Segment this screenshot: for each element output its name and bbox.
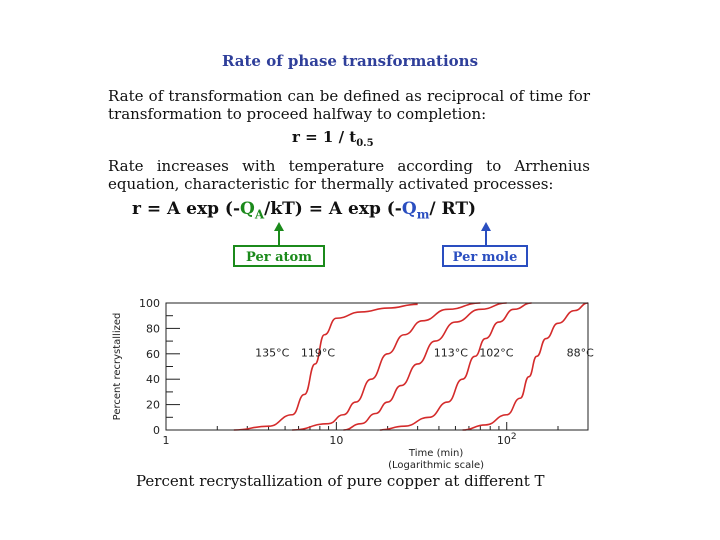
x-axis-label: Time (min) <box>408 448 463 459</box>
per-atom-box: Per atom <box>233 245 325 267</box>
curve-0 <box>233 303 418 431</box>
y-tick-label: 60 <box>146 348 160 361</box>
axis-ticks: 0 20 40 60 80 100 1 10 102 <box>139 297 589 447</box>
curves <box>233 302 589 431</box>
arrhenius-part1: r = A exp (- <box>132 199 241 219</box>
y-axis-label: Percent recrystallized <box>112 313 123 421</box>
curve-2 <box>343 302 507 431</box>
arrhenius-part2: /kT) = A exp (- <box>264 199 402 219</box>
y-tick-label: 100 <box>139 297 160 310</box>
curve-4 <box>462 302 589 431</box>
arrhenius-part3: / RT) <box>429 199 477 219</box>
curve-label-4: 88°C <box>567 346 594 359</box>
curve-1 <box>292 302 481 431</box>
arrhenius-formula: r = A exp (-QA/kT) = A exp (-Qm/ RT) <box>132 199 476 221</box>
curve-label-3: 102°C <box>479 346 513 359</box>
curve-label-1: 119°C <box>301 346 335 359</box>
qm-subscript: m <box>416 207 430 222</box>
mole-arrow-head <box>481 222 491 231</box>
x-tick-label: 102 <box>497 432 517 447</box>
arrhenius-paragraph: Rate increases with temperature accordin… <box>108 157 590 193</box>
qm-symbol: Q <box>401 199 417 219</box>
y-tick-label: 80 <box>146 322 160 335</box>
curve-label-0: 135°C <box>255 346 289 359</box>
rate-formula-main: r = 1 / t <box>292 128 357 146</box>
curve-label-2: 113°C <box>434 346 468 359</box>
rate-formula-subscript: 0.5 <box>356 138 374 149</box>
curve-3 <box>379 302 532 431</box>
definition-paragraph: Rate of transformation can be defined as… <box>108 87 590 123</box>
qa-subscript: A <box>254 207 265 222</box>
rate-formula: r = 1 / t0.5 <box>292 128 374 149</box>
x-axis-note: (Logarithmic scale) <box>388 460 484 471</box>
chart-caption: Percent recrystallization of pure copper… <box>136 472 545 490</box>
atom-arrow-head <box>274 222 284 231</box>
plot-frame <box>165 302 589 431</box>
y-tick-label: 0 <box>153 424 160 437</box>
x-tick-label: 10 <box>329 434 343 447</box>
x-tick-label: 1 <box>163 434 170 447</box>
curve-labels: 135°C 119°C 113°C 102°C 88°C <box>255 346 594 359</box>
slide-title: Rate of phase transformations <box>221 52 479 70</box>
y-tick-label: 40 <box>146 373 160 386</box>
qa-symbol: Q <box>240 199 255 219</box>
y-tick-label: 20 <box>146 399 160 412</box>
per-mole-box: Per mole <box>442 245 528 267</box>
recrystallization-chart: 0 20 40 60 80 100 1 10 102 135°C 119°C 113°C 102°C 8… <box>112 297 594 471</box>
